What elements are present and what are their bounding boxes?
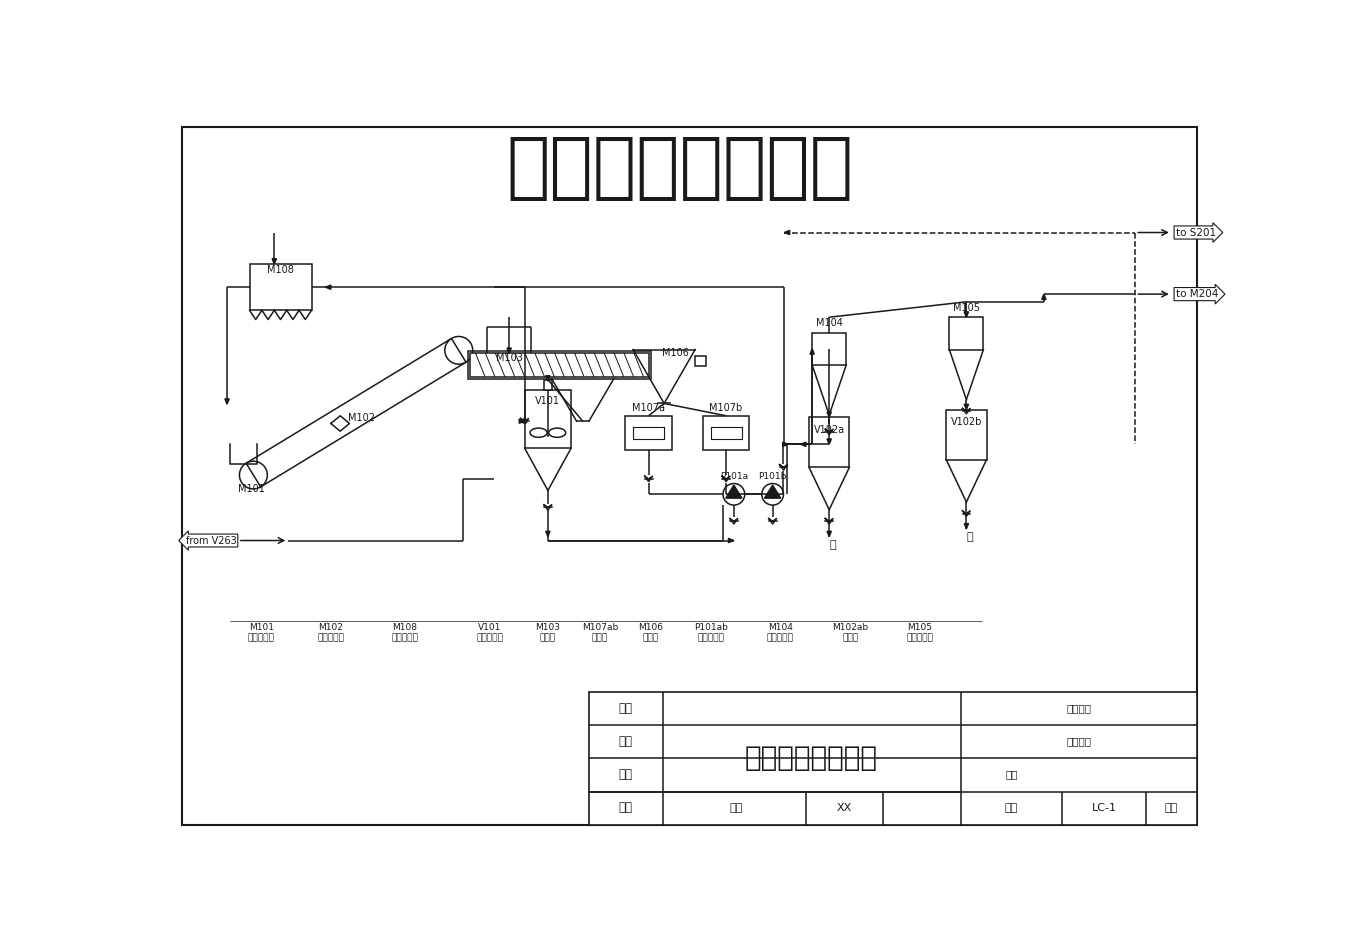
Text: 胶带输送机: 胶带输送机 (247, 634, 274, 643)
Text: M103: M103 (535, 623, 561, 632)
Text: P101ab: P101ab (694, 623, 728, 632)
Text: 设计: 设计 (619, 735, 632, 748)
Polygon shape (964, 312, 968, 317)
Text: M106: M106 (662, 348, 689, 357)
Polygon shape (800, 442, 806, 446)
Text: 沉砂嘴: 沉砂嘴 (842, 634, 858, 643)
Text: M104: M104 (768, 623, 792, 632)
Text: 砂: 砂 (830, 540, 837, 550)
Text: M105: M105 (952, 303, 981, 313)
Text: 比例: 比例 (729, 802, 742, 813)
Text: 木薯粉碎调浆工段: 木薯粉碎调浆工段 (745, 744, 878, 772)
Bar (543, 380, 551, 390)
Text: 核核: 核核 (619, 769, 632, 781)
Text: M102: M102 (319, 623, 343, 632)
Polygon shape (810, 349, 814, 355)
Bar (525, 390, 572, 448)
Bar (947, 409, 986, 459)
Text: 一级旋流器: 一级旋流器 (767, 634, 794, 643)
Text: 工程名称: 工程名称 (1067, 703, 1091, 713)
Text: to M204: to M204 (1176, 290, 1219, 299)
Text: M108: M108 (268, 265, 295, 275)
Bar (471, 354, 648, 376)
Bar (250, 264, 312, 310)
Text: to S201: to S201 (1176, 227, 1216, 238)
Polygon shape (272, 258, 277, 264)
Bar (625, 416, 672, 450)
Bar (950, 317, 983, 350)
Polygon shape (964, 523, 968, 529)
Text: V101: V101 (535, 396, 561, 406)
Text: M101: M101 (238, 484, 265, 494)
Text: V102b: V102b (951, 417, 982, 427)
Text: LC-1: LC-1 (1092, 802, 1116, 813)
Text: M107a: M107a (632, 404, 666, 413)
Polygon shape (729, 538, 734, 542)
Polygon shape (507, 348, 511, 354)
Text: 强力电磁铁: 强力电磁铁 (317, 634, 344, 643)
Text: 水磁桶: 水磁桶 (642, 634, 658, 643)
Text: P101b: P101b (759, 472, 787, 481)
Text: 专业: 专业 (1005, 769, 1018, 780)
Polygon shape (784, 230, 790, 235)
Text: 审核: 审核 (619, 802, 632, 814)
Text: P101a: P101a (720, 472, 748, 481)
Bar (695, 356, 706, 367)
Polygon shape (783, 442, 788, 446)
Text: V102a: V102a (814, 424, 845, 435)
Polygon shape (827, 531, 831, 537)
Text: 脉动除尘器: 脉动除尘器 (391, 634, 418, 643)
Text: M103: M103 (496, 353, 523, 363)
Text: 粉碎机: 粉碎机 (592, 634, 608, 643)
Polygon shape (764, 485, 780, 498)
Bar (810, 418, 849, 468)
Polygon shape (522, 418, 527, 422)
Bar (468, 351, 651, 379)
Text: M104: M104 (816, 319, 842, 328)
Bar (589, 692, 1197, 824)
Text: 木薯粉碎调浆工段: 木薯粉碎调浆工段 (506, 134, 853, 203)
Text: M107b: M107b (710, 404, 742, 413)
Text: 制图: 制图 (619, 702, 632, 715)
Polygon shape (519, 419, 525, 423)
Text: M108: M108 (391, 623, 417, 632)
Text: M106: M106 (638, 623, 663, 632)
Text: 编号: 编号 (1005, 802, 1018, 813)
Polygon shape (1042, 294, 1046, 300)
Text: 浆液回收泵: 浆液回收泵 (697, 634, 724, 643)
Bar (812, 333, 846, 365)
Text: M101: M101 (249, 623, 273, 632)
Text: M107ab: M107ab (581, 623, 617, 632)
Text: 筛砂筛: 筛砂筛 (539, 634, 555, 643)
Polygon shape (726, 485, 742, 498)
Text: M105: M105 (908, 623, 932, 632)
Polygon shape (546, 531, 550, 537)
Polygon shape (546, 375, 550, 381)
Text: 砂: 砂 (967, 533, 974, 542)
Polygon shape (827, 438, 831, 444)
Text: 二级旋流器: 二级旋流器 (907, 634, 933, 643)
Polygon shape (325, 285, 331, 290)
Text: M102: M102 (348, 413, 375, 423)
Polygon shape (225, 399, 229, 405)
Bar (703, 416, 749, 450)
Text: 设计项目: 设计项目 (1067, 736, 1091, 747)
Polygon shape (964, 405, 968, 409)
Text: XX: XX (837, 802, 853, 813)
Text: V101: V101 (477, 623, 502, 632)
Polygon shape (827, 412, 831, 418)
Text: 浆液回收锥: 浆液回收锥 (476, 634, 503, 643)
Text: M102ab: M102ab (833, 623, 868, 632)
Text: 版次: 版次 (1165, 802, 1178, 813)
Text: from V263: from V263 (186, 536, 237, 545)
